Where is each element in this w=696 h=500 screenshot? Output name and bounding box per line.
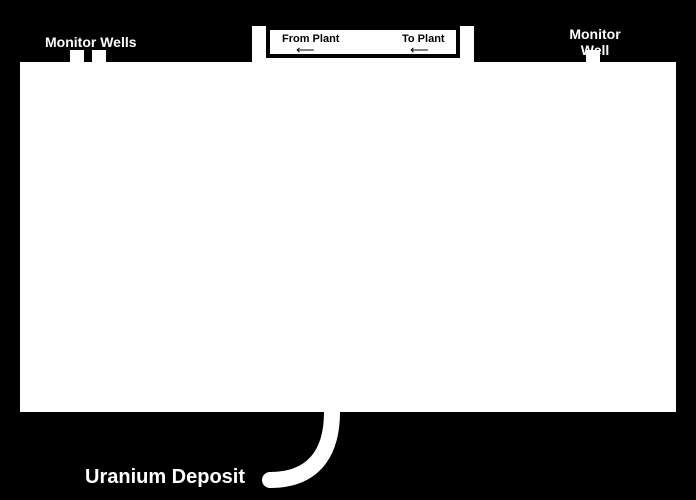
uranium-leader <box>0 0 696 500</box>
diagram-root: { "canvas": { "w": 696, "h": 500, "bg": … <box>0 0 696 500</box>
